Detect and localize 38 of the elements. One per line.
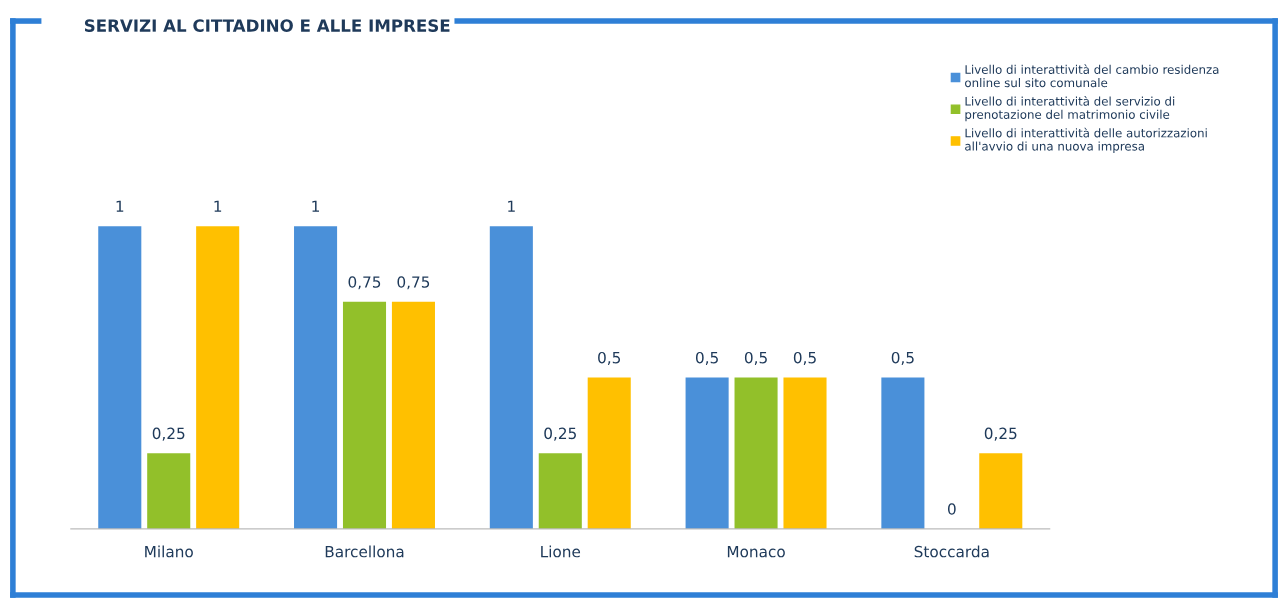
data-label: 1 [214,200,222,212]
data-label: 0,25 [152,427,185,441]
bar [979,453,1023,529]
bar [881,377,925,529]
data-label: 0,5 [744,351,767,365]
bar [147,453,191,529]
data-label: 0 [947,503,956,515]
data-label: 1 [116,200,124,212]
bar [734,377,778,529]
data-label: 1 [312,200,320,212]
bar [587,377,631,529]
x-tick-label: Monaco [727,546,785,558]
bar [196,226,240,529]
x-tick-label: Lione [541,545,581,558]
data-label: 0,25 [544,427,576,441]
bar [391,301,435,529]
data-label: 0,75 [397,276,430,290]
bar [783,377,827,529]
data-label: 0,5 [891,351,914,365]
bar [489,226,533,529]
x-tick-label: Milano [145,545,193,558]
data-label: 0,25 [984,427,1017,441]
bar [98,226,142,529]
bar [342,301,387,529]
legend-label: Livello di interattività del cambio residenza online sul sito comunale [965,64,1219,88]
x-tick-label: Barcellona [325,545,404,558]
data-label: 1 [508,200,515,212]
data-label: 0,5 [598,351,621,365]
bar [685,377,729,529]
x-tick-label: Stoccarda [914,545,989,558]
legend-label: Livello di interattività delle autorizzazioni all'avvio di una nuova impresa [965,127,1207,153]
data-label: 0,5 [793,351,816,365]
data-label: 0,5 [695,351,718,365]
bar [538,453,582,529]
chart-title: SERVIZI AL CITTADINO E ALLE IMPRESE [84,19,450,32]
data-label: 0,75 [348,276,381,290]
legend-label: Livello di interattività del servizio di prenotazione del matrimonio civile [965,96,1175,122]
bar [294,226,338,529]
